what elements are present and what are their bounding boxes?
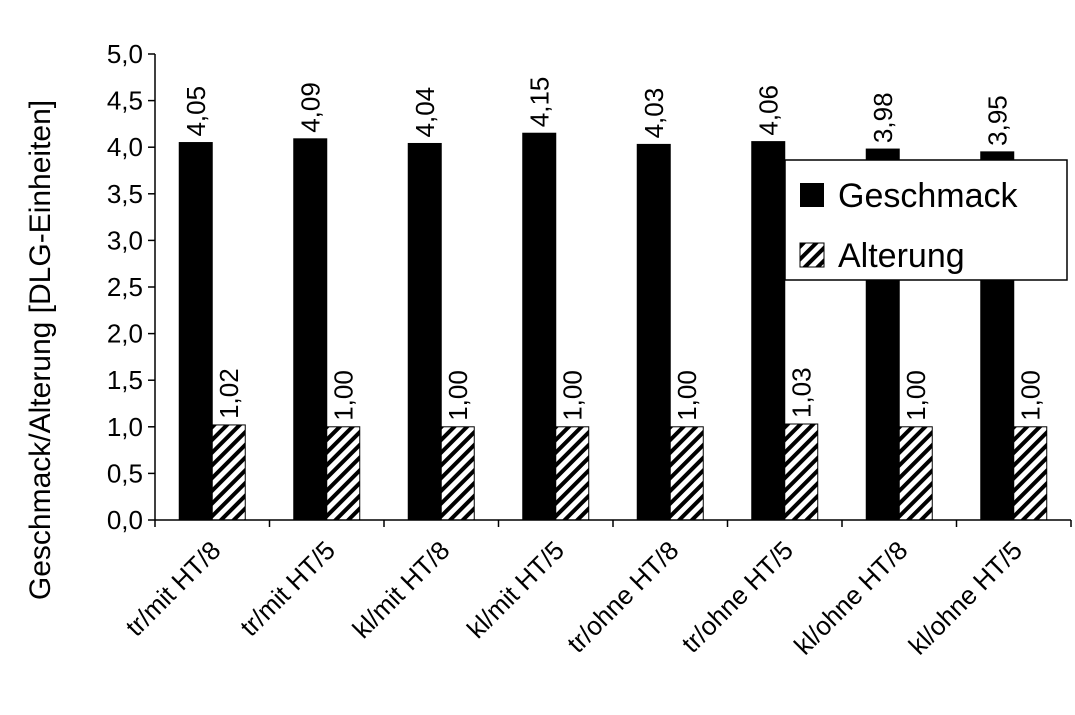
y-tick-label: 0,5 <box>107 458 143 488</box>
y-tick-label: 0,0 <box>107 505 143 535</box>
bar-alterung <box>440 426 475 521</box>
y-axis-ticks: 0,0 0,5 1,0 1,5 2,0 2,5 3,0 3,5 4,0 4,5 5,0 <box>107 39 155 535</box>
data-label-geschmack: 4,05 <box>181 86 211 137</box>
bar-geschmack <box>522 132 557 521</box>
legend: Geschmack Alterung <box>784 159 1068 281</box>
x-category-label: kl/ohne HT/8 <box>788 535 913 660</box>
bar-alterung <box>669 426 704 521</box>
x-category-label: kl/mit HT/8 <box>346 535 455 644</box>
x-category-label: kl/mit HT/5 <box>461 535 570 644</box>
data-label-alterung: 1,00 <box>443 370 473 421</box>
y-tick-label: 3,5 <box>107 179 143 209</box>
y-tick-label: 4,5 <box>107 86 143 116</box>
legend-swatch-geschmack <box>800 183 824 207</box>
legend-label-alterung: Alterung <box>838 237 965 275</box>
data-label-alterung: 1,00 <box>672 370 702 421</box>
data-label-geschmack: 4,03 <box>639 88 669 139</box>
legend-swatch-alterung <box>799 242 825 268</box>
y-tick-label: 5,0 <box>107 39 143 69</box>
y-tick-label: 1,5 <box>107 365 143 395</box>
legend-label-geschmack: Geschmack <box>838 177 1018 215</box>
x-category-label: tr/ohne HT/5 <box>676 535 799 658</box>
data-label-alterung: 1,02 <box>214 368 244 419</box>
data-label-alterung: 1,00 <box>901 370 931 421</box>
y-tick-label: 3,0 <box>107 225 143 255</box>
x-category-label: tr/mit HT/5 <box>234 535 341 642</box>
bar-alterung <box>784 423 819 521</box>
x-axis-ticks: tr/mit HT/8 tr/mit HT/5 kl/mit HT/8 kl/mit … <box>119 520 1072 660</box>
data-label-alterung: 1,00 <box>1015 370 1045 421</box>
data-label-geschmack: 4,06 <box>753 85 783 136</box>
bar-geschmack <box>407 142 442 521</box>
legend-box <box>784 159 1068 281</box>
data-label-geschmack: 4,09 <box>295 82 325 133</box>
bar-alterung <box>898 426 933 521</box>
data-label-geschmack: 3,95 <box>982 95 1012 146</box>
bar-geschmack <box>178 142 213 521</box>
y-tick-label: 2,5 <box>107 272 143 302</box>
bar-alterung <box>326 426 361 521</box>
y-tick-label: 2,0 <box>107 319 143 349</box>
y-tick-label: 4,0 <box>107 132 143 162</box>
data-label-alterung: 1,00 <box>328 370 358 421</box>
data-label-geschmack: 3,98 <box>868 92 898 143</box>
bar-alterung <box>1013 426 1048 521</box>
axes <box>154 54 1071 521</box>
bar-alterung <box>555 426 590 521</box>
x-category-label: tr/mit HT/8 <box>119 535 226 642</box>
x-category-label: kl/ohne HT/5 <box>903 535 1028 660</box>
bars <box>178 132 1048 521</box>
data-label-alterung: 1,00 <box>557 370 587 421</box>
bar-geschmack <box>293 138 328 521</box>
data-label-geschmack: 4,04 <box>410 87 440 138</box>
bar-geschmack <box>636 143 671 521</box>
x-category-label: tr/ohne HT/8 <box>561 535 684 658</box>
data-label-geschmack: 4,15 <box>524 77 554 128</box>
data-labels: 4,05 1,02 4,09 1,00 4,04 1,00 4,15 1,00 4,03 1,00… <box>181 77 1046 421</box>
bar-alterung <box>211 424 246 521</box>
y-axis-title: Geschmack/Alterung [DLG-Einheiten] <box>24 100 57 600</box>
bar-geschmack <box>751 141 786 521</box>
y-tick-label: 1,0 <box>107 412 143 442</box>
data-label-alterung: 1,03 <box>786 367 816 418</box>
